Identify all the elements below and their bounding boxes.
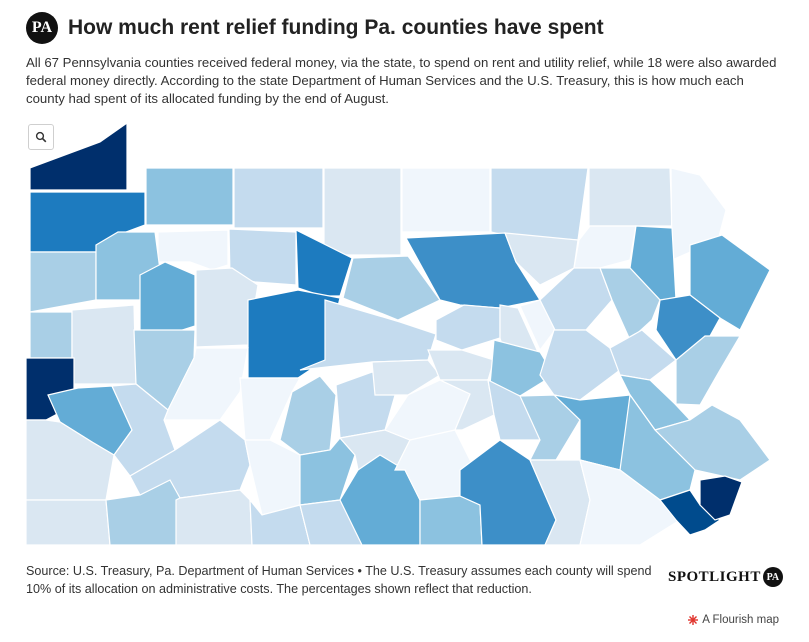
county-71[interactable] — [658, 489, 722, 536]
county-58[interactable] — [653, 404, 771, 481]
flourish-label: A Flourish map — [702, 614, 779, 626]
spotlight-pa-logo: SPOTLIGHT PA — [668, 567, 783, 587]
county-7[interactable] — [588, 167, 673, 227]
spotlight-badge: PA — [762, 567, 783, 587]
county-67[interactable] — [419, 495, 483, 546]
county-34[interactable] — [163, 347, 249, 421]
county-6[interactable] — [490, 167, 589, 241]
page-title: How much rent relief funding Pa. countie… — [68, 16, 604, 39]
county-38[interactable] — [371, 359, 441, 396]
county-3[interactable] — [233, 167, 324, 229]
county-2[interactable] — [145, 167, 234, 226]
county-44[interactable] — [675, 335, 742, 406]
source-note: Source: U.S. Treasury, Pa. Department of… — [26, 564, 652, 596]
county-60[interactable] — [25, 499, 111, 546]
county-19[interactable] — [29, 251, 97, 313]
county-70[interactable] — [579, 459, 681, 546]
county-32[interactable] — [71, 304, 137, 385]
county-16[interactable] — [573, 225, 637, 269]
page-subtitle: All 67 Pennsylvania counties received fe… — [26, 55, 777, 106]
county-35[interactable] — [239, 377, 302, 441]
flourish-burst-icon — [688, 615, 699, 625]
county-72[interactable] — [699, 475, 743, 521]
map-search-button[interactable] — [28, 124, 54, 150]
county-13[interactable] — [342, 255, 441, 321]
county-25[interactable] — [435, 304, 501, 351]
county-40[interactable] — [489, 339, 555, 397]
spotlight-word: SPOTLIGHT — [668, 568, 761, 585]
pa-logo: PA — [26, 12, 58, 44]
county-1[interactable] — [29, 121, 128, 191]
county-15[interactable] — [504, 232, 579, 286]
county-62[interactable] — [175, 489, 253, 546]
header: PA How much rent relief funding Pa. coun… — [26, 12, 604, 44]
county-5[interactable] — [401, 167, 491, 233]
county-42[interactable] — [609, 329, 677, 381]
county-41[interactable] — [539, 329, 621, 401]
county-21[interactable] — [139, 261, 196, 335]
county-29[interactable] — [599, 267, 661, 341]
county-39[interactable] — [427, 349, 495, 381]
county-31[interactable] — [29, 311, 73, 359]
magnifier-icon — [35, 131, 47, 143]
county-4[interactable] — [323, 167, 402, 256]
flourish-credit[interactable]: A Flourish map — [688, 614, 779, 626]
